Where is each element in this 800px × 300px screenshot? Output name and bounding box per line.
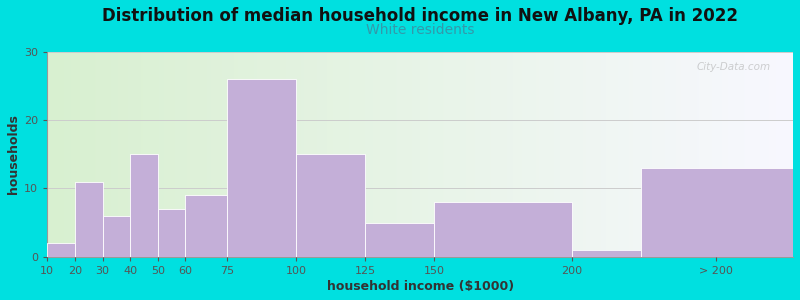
Text: White residents: White residents: [366, 23, 474, 37]
Y-axis label: households: households: [7, 114, 20, 194]
Bar: [186, 195, 227, 257]
Bar: [102, 216, 130, 257]
Bar: [365, 223, 434, 257]
Bar: [75, 182, 102, 257]
Bar: [158, 209, 186, 257]
X-axis label: household income ($1000): household income ($1000): [326, 280, 514, 293]
Bar: [296, 154, 365, 257]
Bar: [572, 250, 641, 257]
Title: Distribution of median household income in New Albany, PA in 2022: Distribution of median household income …: [102, 7, 738, 25]
Text: City-Data.com: City-Data.com: [697, 62, 770, 72]
Bar: [434, 202, 572, 257]
Bar: [227, 79, 296, 257]
Bar: [641, 168, 793, 257]
Bar: [130, 154, 158, 257]
Bar: [47, 243, 75, 257]
